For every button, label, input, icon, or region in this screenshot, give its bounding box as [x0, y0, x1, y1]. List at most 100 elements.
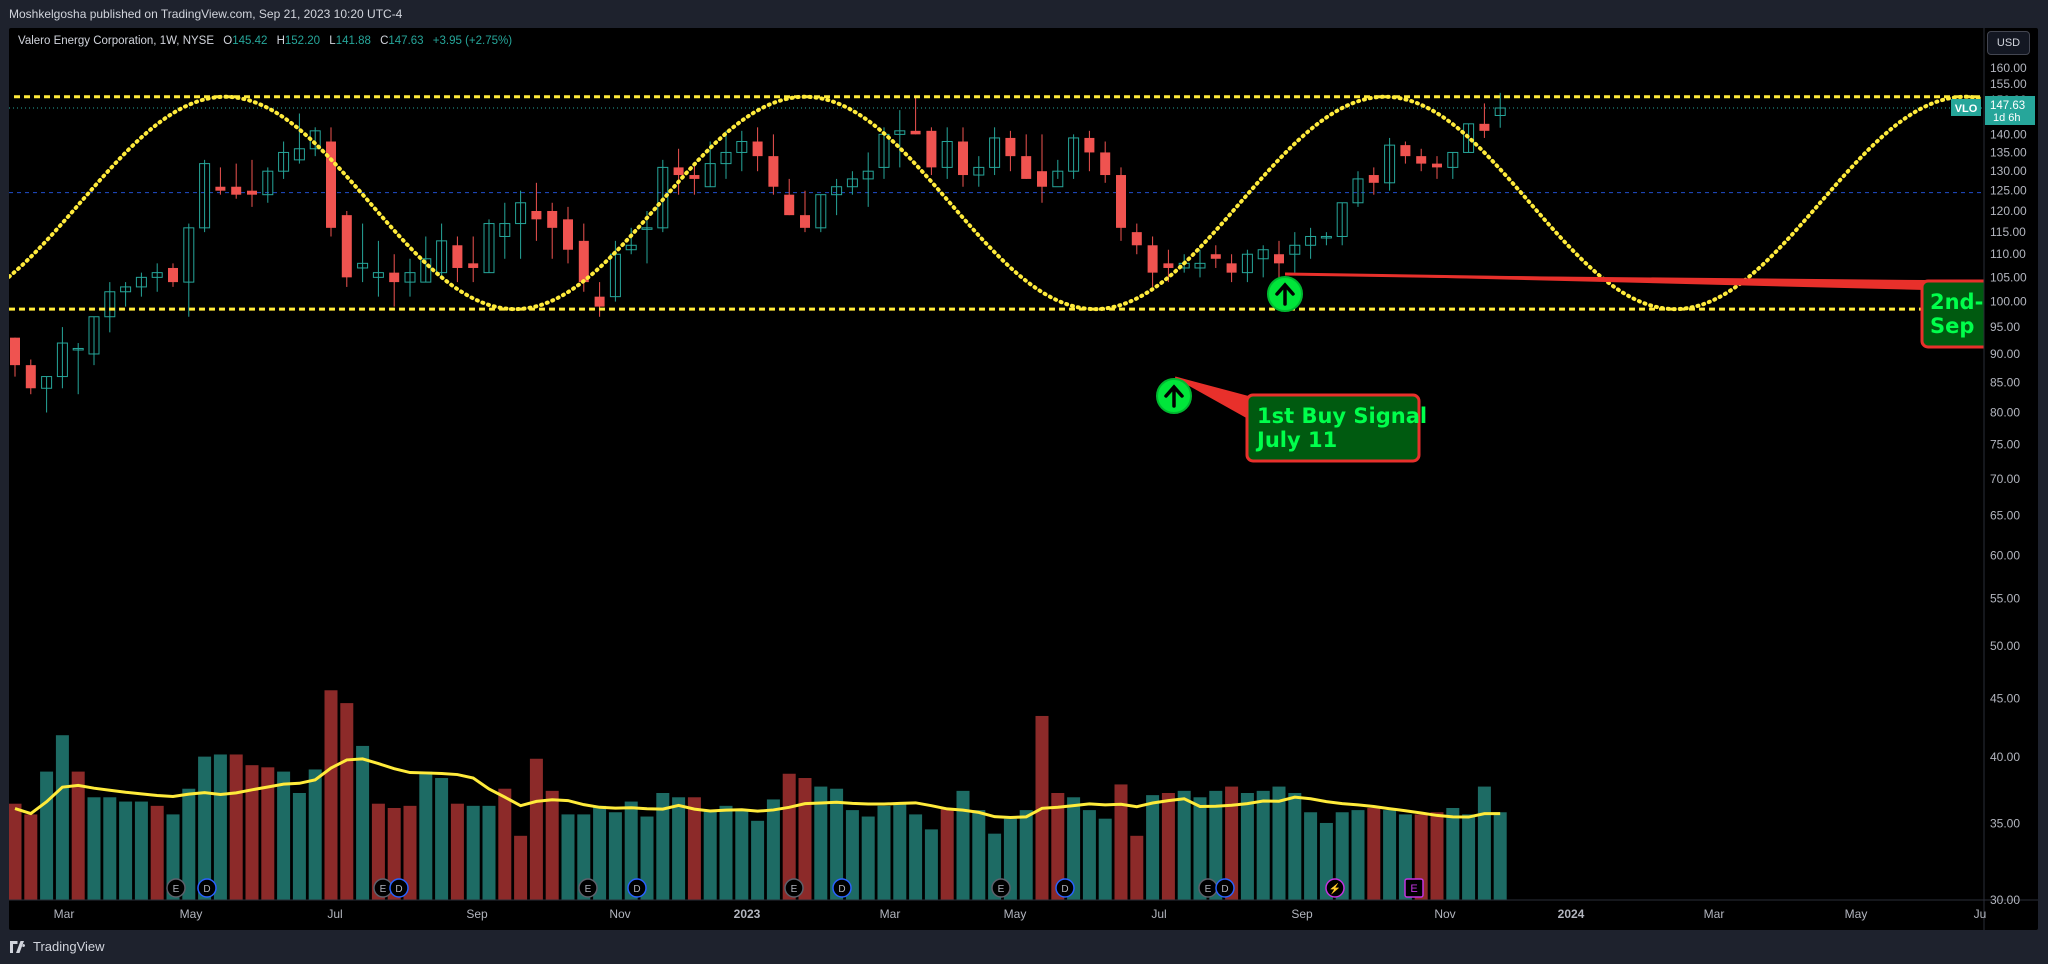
- volume-bar: [1272, 786, 1286, 900]
- candle: [752, 127, 763, 172]
- time-tick-label: Ju: [1974, 907, 1987, 921]
- price-tick-label: 75.00: [1990, 438, 2020, 452]
- candle: [1100, 141, 1111, 183]
- candle: [515, 190, 527, 259]
- candle: [199, 159, 211, 233]
- candle-body: [657, 166, 669, 229]
- price-tick-label: 140.00: [1990, 127, 2027, 141]
- candle-body: [104, 291, 116, 318]
- volume-bar: [798, 778, 812, 900]
- annotation-text-2: 2nd-B: [1930, 290, 1999, 314]
- tradingview-logo[interactable]: TradingView: [10, 939, 105, 954]
- volume-bar: [1177, 790, 1191, 900]
- candle: [278, 141, 290, 179]
- candle-body: [420, 258, 432, 283]
- candle-body: [1274, 254, 1284, 264]
- candle: [736, 130, 748, 172]
- candle-body: [468, 263, 479, 268]
- volume-bar: [845, 810, 859, 900]
- low-value: 141.88: [335, 35, 371, 47]
- candle-body: [215, 186, 226, 191]
- volume-bar: [1146, 795, 1160, 900]
- volume-bar: [292, 793, 306, 900]
- candle-body: [120, 286, 132, 293]
- event-marker-earnings: E: [784, 878, 804, 898]
- candle: [499, 202, 511, 259]
- time-tick-label: May: [1004, 907, 1027, 921]
- event-circle: [784, 878, 804, 898]
- volume-bar: [1383, 810, 1397, 900]
- event-circle: [1325, 878, 1345, 898]
- volume-bar: [1304, 812, 1318, 900]
- candle: [910, 96, 921, 135]
- volume-bar: [814, 786, 828, 900]
- candle: [1052, 159, 1064, 188]
- candle-body: [941, 141, 953, 168]
- candle-body: [452, 245, 463, 268]
- candle-body: [768, 156, 779, 187]
- candle: [1289, 232, 1301, 273]
- candle: [389, 254, 400, 307]
- volume-ma-line: [14, 757, 1501, 819]
- annotation-box-1: [1245, 393, 1421, 463]
- event-circle: [627, 878, 647, 898]
- time-tick-label: 2024: [1558, 907, 1585, 921]
- candle: [326, 127, 336, 237]
- candle-body: [1100, 152, 1111, 176]
- volume-bar: [1256, 790, 1270, 900]
- low-label: L: [329, 35, 336, 47]
- candle-body: [1320, 235, 1332, 239]
- volume-bar: [466, 805, 480, 900]
- buy-signal-icon: [1267, 276, 1303, 312]
- volume-bar: [119, 801, 133, 900]
- candle-body: [784, 194, 795, 216]
- price-tick-label: 90.00: [1990, 347, 2020, 361]
- candle: [941, 127, 953, 179]
- volume-bar: [498, 788, 512, 900]
- candle-body: [515, 202, 527, 225]
- currency-button[interactable]: USD: [1987, 31, 2030, 55]
- up-arrow-icon: [1275, 282, 1295, 306]
- candle: [657, 159, 669, 233]
- candle: [1305, 227, 1317, 259]
- candle-body: [1479, 123, 1490, 131]
- price-tick-label: 95.00: [1990, 320, 2020, 334]
- candle: [41, 376, 53, 413]
- candle-body: [1037, 171, 1047, 187]
- candle: [262, 167, 274, 203]
- annotation-box-2: [1920, 279, 1984, 349]
- candle-body: [641, 227, 653, 230]
- event-circle: [578, 878, 598, 898]
- candle: [25, 359, 36, 395]
- candle-body: [926, 130, 937, 168]
- volume-bar: [751, 820, 765, 900]
- candle-body: [151, 272, 163, 278]
- volume-bar: [9, 803, 22, 900]
- annotation-text-1b: July 11: [1255, 428, 1337, 452]
- volume-bar: [909, 814, 923, 900]
- candle: [1257, 245, 1269, 278]
- event-label: E: [791, 884, 798, 895]
- candle-body: [862, 170, 874, 180]
- time-tick-label: Mar: [880, 907, 901, 921]
- price-tick-label: 115.00: [1990, 225, 2026, 239]
- candle-body: [989, 137, 1001, 168]
- candle-body: [625, 244, 637, 251]
- candle-body: [578, 240, 589, 283]
- candle: [784, 178, 795, 216]
- event-marker-earnings-upcoming: E: [1404, 878, 1424, 898]
- candle-body: [1147, 245, 1158, 273]
- price-tick-label: 60.00: [1990, 548, 2020, 562]
- ticker-tag-label: VLO: [1955, 103, 1978, 115]
- volume-bar: [861, 816, 875, 900]
- candle-body: [231, 186, 242, 195]
- price-tick-label: 125.00: [1990, 184, 2027, 198]
- price-tick-label: 45.00: [1990, 691, 2020, 705]
- candle: [689, 163, 700, 195]
- volume-bar: [1019, 810, 1033, 900]
- candle-body: [1447, 151, 1459, 168]
- volume-bar: [1240, 793, 1254, 900]
- candle: [831, 178, 843, 216]
- event-label: D: [395, 884, 402, 895]
